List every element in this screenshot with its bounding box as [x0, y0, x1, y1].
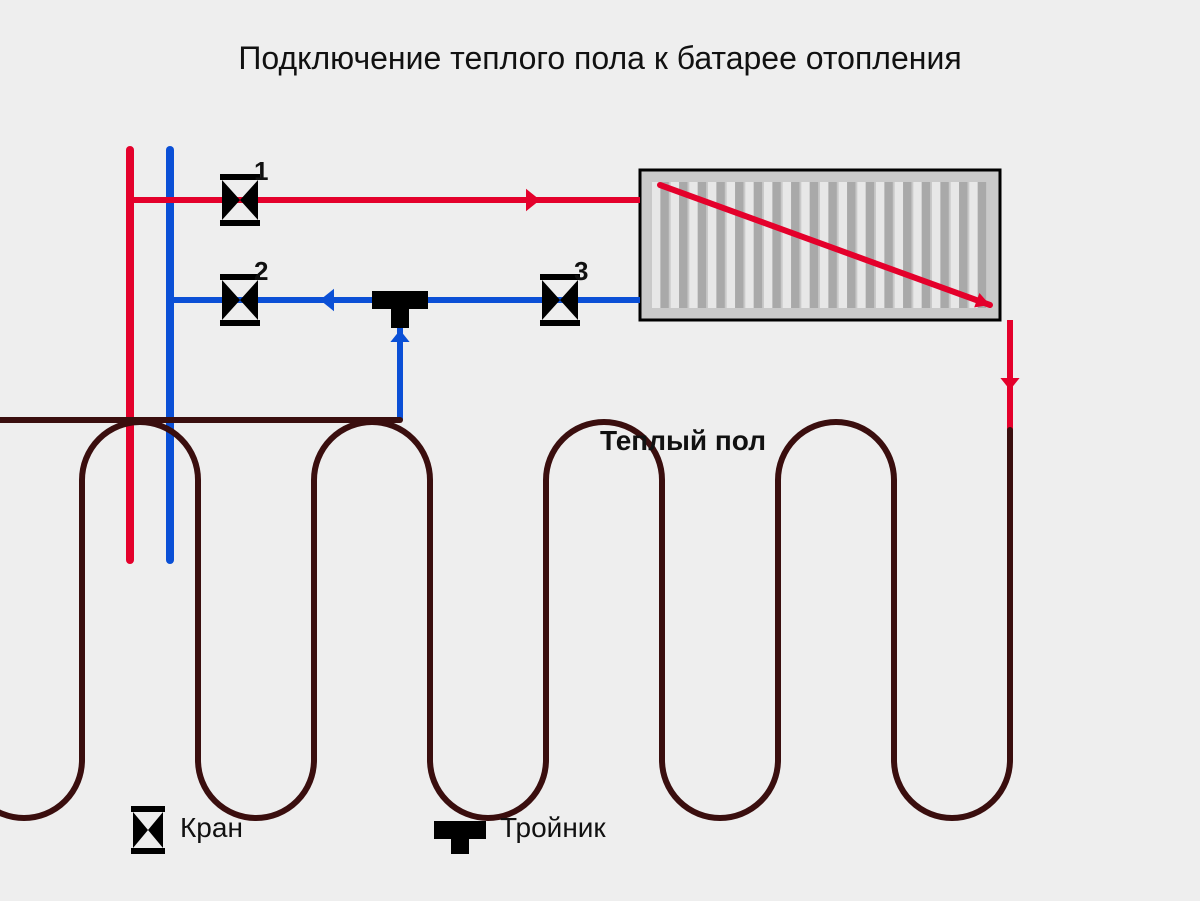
- diagram-title: Подключение теплого пола к батарее отопл…: [0, 40, 1200, 77]
- legend-tee-label: Тройник: [500, 812, 606, 844]
- valve-3-label: 3: [574, 256, 588, 287]
- valve-1-label: 1: [254, 156, 268, 187]
- floor-label: Теплый пол: [600, 425, 766, 457]
- valve-2-label: 2: [254, 256, 268, 287]
- legend-valve-label: Кран: [180, 812, 243, 844]
